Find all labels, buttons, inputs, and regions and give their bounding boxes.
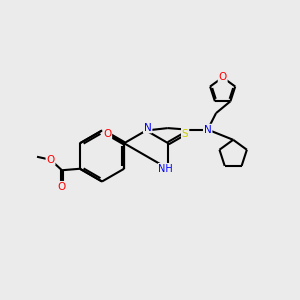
Text: N: N <box>144 122 152 133</box>
Text: NH: NH <box>158 164 173 174</box>
Text: O: O <box>103 128 111 139</box>
Text: N: N <box>204 124 212 135</box>
Text: O: O <box>58 182 66 192</box>
Text: O: O <box>218 72 227 82</box>
Text: O: O <box>46 155 55 165</box>
Text: S: S <box>182 128 188 139</box>
